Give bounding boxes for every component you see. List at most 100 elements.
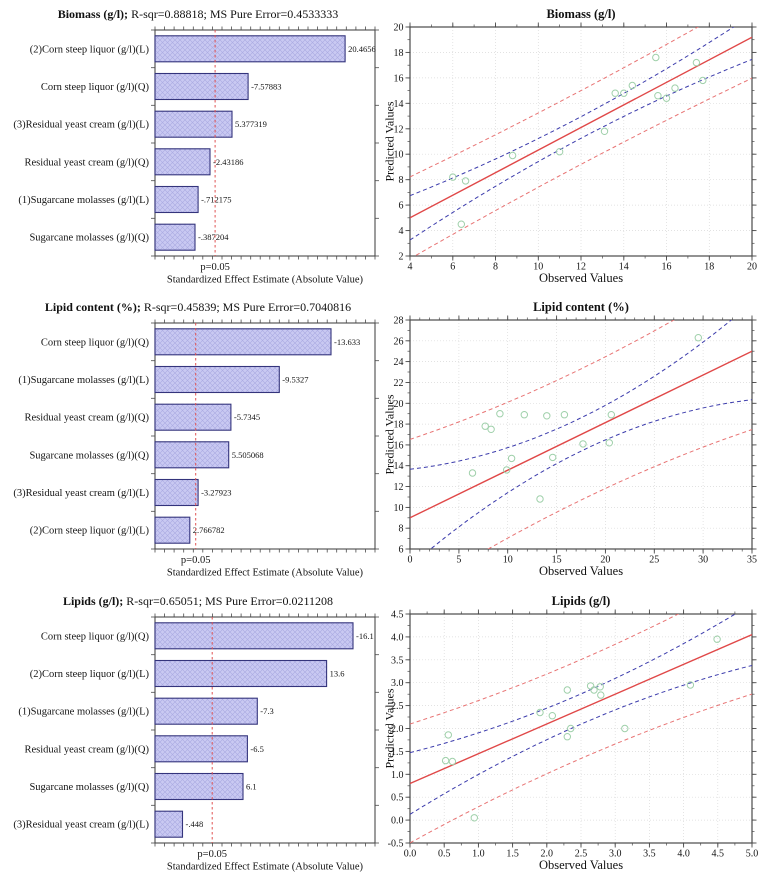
data-point [699, 76, 707, 85]
panel-scatter-lipid-content: 0 5 10 15 20 25 30 35 6 8 10 12 14 16 18 20 22 24 26 28 Lip… [381, 293, 762, 586]
chart-title: Lipids (g/l); R-sqr=0.65051; MS Pure Err… [22, 594, 374, 608]
bar-value-label: 5.505068 [232, 450, 264, 460]
y-tick-label: 16 [394, 440, 404, 451]
y-tick-label: 6 [399, 201, 404, 212]
bar-value-label: -13.633 [334, 337, 360, 347]
x-tick-label: 8 [493, 262, 498, 273]
bar-category-label: (2)Corn steep liquor (g/l)(L) [30, 526, 150, 537]
prediction-band-lower [487, 429, 752, 549]
pareto-bar [154, 403, 232, 431]
x-tick-label: 10 [533, 262, 543, 273]
data-point [549, 453, 557, 462]
y-tick-label: 14 [394, 99, 404, 110]
data-point [621, 724, 629, 733]
bar-category-label: Residual yeast cream (g/l)(Q) [25, 744, 150, 755]
y-tick-label: 2 [399, 252, 404, 263]
data-point [536, 708, 544, 717]
data-point [607, 411, 616, 419]
data-point [579, 440, 587, 448]
y-tick-label: 18 [394, 48, 404, 59]
y-tick-label: 3.5 [391, 655, 404, 666]
pareto-chart-lipids: -16.1 Corn steep liquor (g/l)(Q) 13.6 (2)Co… [13, 613, 379, 873]
x-tick-label: 12 [576, 262, 586, 273]
pareto-bar [154, 35, 346, 63]
pareto-bar [154, 223, 196, 251]
y-tick-label: 24 [394, 357, 404, 368]
pareto-plot: 20.4656 (2)Corn steep liquor (g/l)(L) -7.5… [13, 26, 379, 286]
panel-scatter-lipids: 0.0 0.5 1.0 1.5 2.0 2.5 3.0 3.5 4.0 4.5 5.0 -0.5 0.0… [381, 587, 762, 880]
x-tick-label: 15 [552, 555, 562, 566]
prediction-band-upper [410, 614, 680, 725]
data-point [470, 814, 479, 822]
bar-value-label: 6.1 [246, 782, 257, 792]
bar-value-label: -.387204 [198, 232, 229, 242]
bar-category-label: Residual yeast cream (g/l)(Q) [25, 157, 150, 168]
data-point [586, 682, 595, 690]
scatter-chart-lipids: 0.0 0.5 1.0 1.5 2.0 2.5 3.0 3.5 4.0 4.5 5.0-0.50.0… [388, 609, 759, 860]
pareto-bar [154, 772, 244, 801]
data-point [600, 127, 609, 136]
chart-frame [409, 26, 753, 257]
data-point [620, 89, 628, 97]
pareto-chart-lipid-content: -13.633 Corn steep liquor (g/l)(Q) -9.5327… [13, 319, 379, 579]
pareto-bar [154, 697, 258, 725]
x-tick-label: 1.5 [506, 849, 518, 860]
bar-axis-label: Standardized Effect Estimate (Absolute V… [167, 275, 364, 286]
chart-frame [154, 322, 376, 550]
pareto-bar [154, 478, 199, 507]
x-tick-label: 2.0 [541, 849, 554, 860]
y-tick-label: 10 [394, 503, 404, 514]
panel-pareto-biomass: 20.4656 (2)Corn steep liquor (g/l)(L) -7.5… [0, 0, 381, 293]
p-label: p=0.05 [181, 555, 211, 566]
x-tick-label: 20 [747, 262, 757, 273]
y-tick-label: 18 [394, 420, 404, 431]
data-point [536, 495, 544, 503]
y-tick-label: 12 [394, 482, 404, 493]
pareto-plot: -13.633 Corn steep liquor (g/l)(Q) -9.5327… [13, 319, 379, 579]
data-point [563, 733, 572, 741]
x-tick-label: 14 [619, 262, 629, 273]
bar-value-label: 2.766782 [193, 525, 225, 535]
pareto-bar [154, 148, 211, 176]
y-tick-label: 4 [399, 226, 404, 237]
pareto-bar [154, 110, 233, 138]
chart-title: Lipids (g/l) [551, 594, 611, 608]
y-tick-label: 4.0 [391, 632, 404, 643]
x-tick-label: 0.0 [404, 849, 417, 860]
bar-category-label: (1)Sugarcane molasses (g/l)(L) [18, 707, 149, 718]
data-point [543, 412, 551, 420]
x-tick-label: 30 [698, 555, 708, 566]
y-tick-label: 1.5 [391, 747, 404, 758]
confidence-band-lower [410, 58, 752, 241]
chart-frame [154, 616, 376, 844]
bar-category-label: (2)Corn steep liquor (g/l)(L) [30, 669, 150, 680]
x-tick-label: 2.5 [575, 849, 588, 860]
chart-title-stats: R-sqr=0.88818; MS Pure Error=0.4533333 [131, 7, 339, 21]
y-axis-label: Predicted Values [382, 688, 397, 769]
chart-title: Biomass (g/l) [546, 7, 616, 21]
x-tick-label: 6 [450, 262, 455, 273]
pareto-bar [154, 365, 280, 394]
band-group [410, 320, 752, 549]
data-point [652, 53, 660, 62]
x-tick-label: 5.0 [746, 849, 759, 860]
chart-title: Biomass (g/l); R-sqr=0.88818; MS Pure Er… [22, 7, 374, 21]
data-point [597, 691, 605, 699]
data-point [448, 757, 457, 766]
x-tick-label: 4 [408, 262, 413, 273]
y-tick-label: 1.0 [391, 770, 404, 781]
bar-category-label: Corn steep liquor (g/l)(Q) [41, 82, 150, 93]
chart-frame [409, 319, 753, 550]
y-tick-label: 20 [394, 399, 404, 410]
chart-title-stats: R-sqr=0.65051; MS Pure Error=0.0211208 [126, 594, 334, 608]
chart-title: Lipid content (%); R-sqr=0.45839; MS Pur… [22, 300, 374, 314]
data-point [560, 411, 569, 419]
bar-category-label: (3)Residual yeast cream (g/l)(L) [13, 488, 149, 499]
data-point [654, 92, 662, 100]
data-point [481, 422, 489, 430]
prediction-band-upper [410, 27, 699, 178]
chart-title-bold: Biomass (g/l); [57, 7, 129, 21]
bar-value-label: -2.43186 [213, 157, 243, 167]
